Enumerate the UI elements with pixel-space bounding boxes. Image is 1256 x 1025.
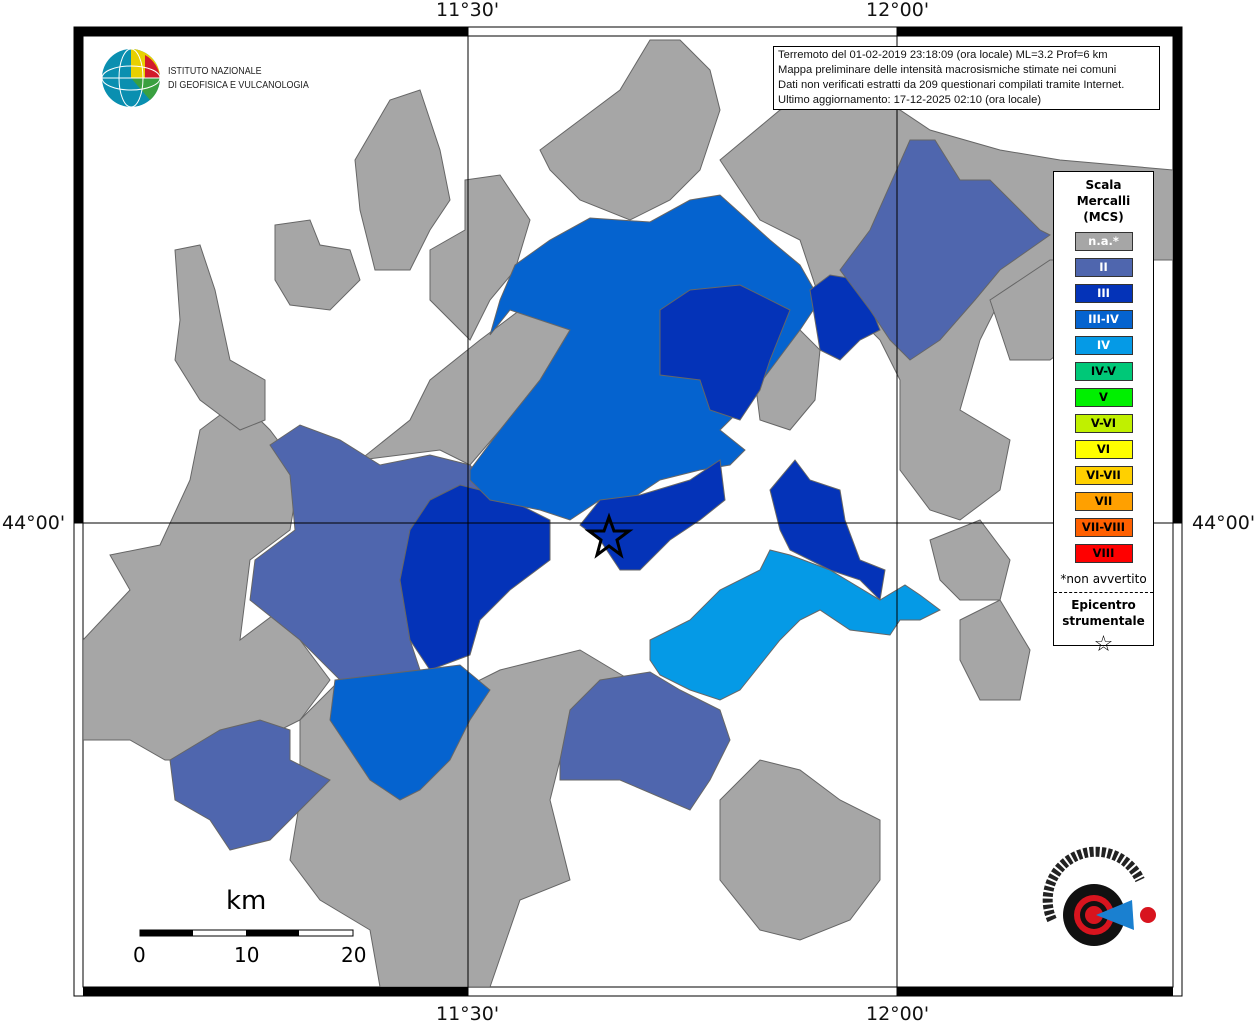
- scale-unit: km: [226, 886, 267, 916]
- region-III-IV: [469, 194, 821, 521]
- legend: Scala Mercalli (MCS) n.a.* II III III-IV IV I…: [1053, 171, 1154, 657]
- legend-title-line: (MCS): [1083, 210, 1124, 224]
- legend-swatch: III-IV: [1074, 310, 1133, 329]
- legend-title-line: Scala: [1085, 178, 1122, 192]
- region-II: [559, 671, 731, 811]
- epicenter-line: Epicentro: [1071, 598, 1136, 612]
- legend-title: Scala Mercalli (MCS): [1054, 177, 1153, 225]
- region-III: [659, 284, 791, 421]
- legend-swatch: II: [1074, 258, 1133, 277]
- ingv-line2: DI GEOFISICA E VULCANOLOGIA: [168, 79, 309, 91]
- lat-label-right: 44°00': [1192, 512, 1256, 534]
- legend-swatches: n.a.* II III III-IV IV IV-V V V-VI VI VI-VII VII VI…: [1054, 232, 1153, 563]
- scale-bar: [139, 929, 354, 937]
- hsit-logo: [1042, 846, 1156, 946]
- legend-note: *non avvertito: [1060, 572, 1147, 586]
- frame-ticks: [74, 27, 1182, 996]
- legend-swatch: V-VI: [1074, 414, 1133, 433]
- lon-label-top-right: 12°00': [866, 0, 930, 21]
- legend-swatch: V: [1074, 388, 1133, 407]
- region-III: [769, 459, 886, 602]
- epicenter-line: strumentale: [1062, 614, 1145, 628]
- legend-swatch: n.a.*: [1074, 232, 1133, 251]
- legend-title-line: Mercalli: [1076, 194, 1131, 208]
- legend-swatch: IV-V: [1074, 362, 1133, 381]
- legend-swatch: VIII: [1074, 544, 1133, 563]
- lon-label-bottom-right: 12°00': [866, 1003, 930, 1025]
- region-II: [169, 719, 331, 851]
- legend-swatch: VII: [1074, 492, 1133, 511]
- legend-swatch: IV: [1074, 336, 1133, 355]
- legend-divider: [1054, 592, 1153, 593]
- scale-tick: 20: [341, 943, 367, 967]
- legend-swatch: VI-VII: [1074, 466, 1133, 485]
- region-IV: [649, 549, 941, 701]
- region-III-IV: [329, 664, 491, 801]
- legend-swatch: III: [1074, 284, 1133, 303]
- star-icon: ☆: [1093, 632, 1114, 657]
- lon-label-bottom-left: 11°30': [436, 1003, 500, 1025]
- legend-swatch: VII-VIII: [1074, 518, 1133, 537]
- lat-label-left: 44°00': [2, 512, 66, 534]
- ingv-line1: ISTITUTO NAZIONALE: [168, 65, 262, 77]
- graticule: [74, 27, 1182, 996]
- legend-epicenter-label: Epicentro strumentale: [1054, 597, 1153, 629]
- ingv-logo-text: ISTITUTO NAZIONALE DI GEOFISICA E VULCAN…: [168, 64, 309, 92]
- lon-label-top-left: 11°30': [436, 0, 500, 21]
- star-icon: [584, 512, 634, 559]
- info-line: Dati non verificati estratti da 209 ques…: [778, 79, 1125, 91]
- scale-tick: 0: [133, 943, 146, 967]
- event-info-box: Terremoto del 01-02-2019 23:18:09 (ora l…: [773, 46, 1160, 110]
- ingv-logo: [101, 48, 161, 108]
- regions-intensity: [169, 139, 1051, 851]
- info-line: Mappa preliminare delle intensità macros…: [778, 64, 1117, 76]
- legend-swatch: VI: [1074, 440, 1133, 459]
- info-line: Ultimo aggiornamento: 17-12-2025 02:10 (…: [778, 94, 1042, 106]
- info-line: Terremoto del 01-02-2019 23:18:09 (ora l…: [778, 49, 1108, 61]
- scale-tick: 10: [234, 943, 260, 967]
